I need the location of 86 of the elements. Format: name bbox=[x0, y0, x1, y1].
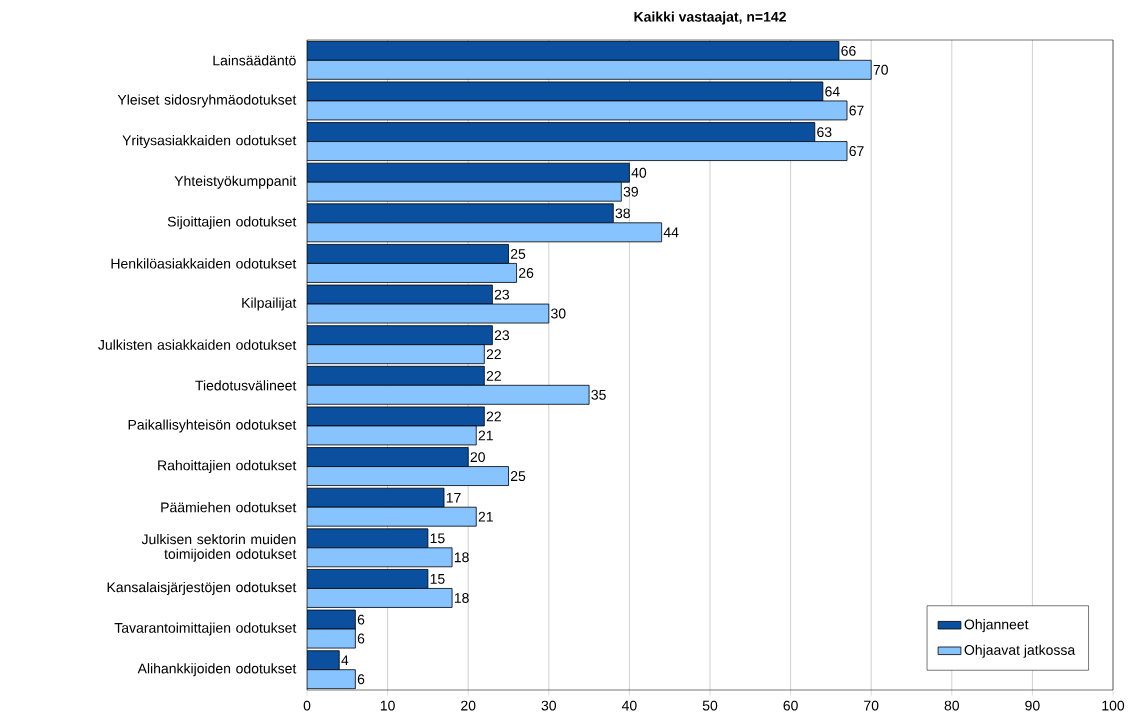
bar bbox=[307, 222, 663, 243]
data-label: 18 bbox=[454, 592, 469, 603]
y-tick-label: Julkisen sektorin muiden toimijoiden odotukset bbox=[141, 533, 297, 562]
y-tick-label: Julkisten asiakkaiden odotukset bbox=[98, 339, 297, 350]
x-tick-label: 20 bbox=[461, 700, 476, 711]
legend-label: Ohjanneet bbox=[964, 619, 1029, 633]
data-label: 39 bbox=[623, 186, 638, 197]
y-tick-label: Tiedotusvälineet bbox=[195, 380, 297, 391]
bar bbox=[307, 263, 517, 283]
y-tick-label: Sijoittajien odotukset bbox=[167, 216, 297, 230]
bar bbox=[307, 588, 453, 608]
x-tick-label: 0 bbox=[303, 700, 311, 711]
data-label: 67 bbox=[849, 146, 864, 157]
bar bbox=[307, 325, 493, 346]
y-tick-label: Kilpailijat bbox=[242, 297, 297, 311]
data-label: 15 bbox=[430, 533, 445, 544]
bar bbox=[307, 244, 509, 264]
data-label: 17 bbox=[446, 492, 461, 503]
bar bbox=[307, 344, 485, 365]
data-label: 23 bbox=[494, 330, 510, 341]
x-tick-label: 30 bbox=[541, 700, 557, 711]
y-tick-label: Kansalaisjärjestöjen odotukset bbox=[107, 581, 297, 595]
bar bbox=[307, 506, 477, 527]
x-tick-label: 10 bbox=[380, 700, 395, 711]
data-label: 35 bbox=[591, 389, 606, 400]
y-tick-label: Lainsäädäntö bbox=[213, 55, 296, 66]
data-label: 70 bbox=[873, 64, 888, 75]
bar bbox=[307, 141, 848, 161]
bar bbox=[307, 569, 429, 589]
data-label: 22 bbox=[486, 349, 501, 360]
data-label: 63 bbox=[817, 127, 832, 138]
bar bbox=[307, 528, 429, 549]
y-tick-label: Alihankkijoiden odotukset bbox=[137, 663, 297, 677]
y-tick-label: Paikallisyhteisön odotukset bbox=[128, 419, 297, 433]
x-tick-label: 80 bbox=[944, 700, 960, 711]
data-label: 66 bbox=[841, 45, 856, 56]
data-label: 40 bbox=[631, 167, 647, 178]
chart-title: Kaikki vastaajat, n=142 bbox=[634, 11, 786, 25]
data-label: 25 bbox=[510, 249, 526, 259]
bar bbox=[307, 447, 469, 467]
data-label: 15 bbox=[430, 574, 445, 584]
bar bbox=[307, 365, 485, 386]
data-label: 44 bbox=[663, 227, 679, 238]
x-tick-label: 100 bbox=[1102, 700, 1125, 711]
bar bbox=[307, 41, 839, 61]
data-label: 21 bbox=[478, 511, 493, 522]
bar bbox=[307, 59, 872, 80]
bar bbox=[307, 669, 356, 690]
x-tick-label: 50 bbox=[702, 700, 718, 711]
x-tick-label: 60 bbox=[783, 700, 798, 711]
data-label: 4 bbox=[341, 655, 349, 666]
bar bbox=[307, 384, 590, 405]
bar bbox=[307, 547, 453, 568]
y-tick-label: Yleiset sidosryhmäodotukset bbox=[117, 94, 297, 108]
data-label: 38 bbox=[615, 208, 630, 219]
data-label: 64 bbox=[825, 86, 840, 97]
bar bbox=[307, 650, 340, 671]
data-label: 25 bbox=[510, 471, 526, 482]
data-label: 67 bbox=[849, 105, 864, 116]
y-tick-label: Rahoittajien odotukset bbox=[158, 460, 297, 474]
data-label: 21 bbox=[478, 430, 493, 441]
data-label: 6 bbox=[357, 674, 365, 685]
bar bbox=[307, 122, 816, 142]
data-label: 6 bbox=[357, 633, 365, 644]
bar bbox=[307, 487, 445, 508]
x-tick-label: 40 bbox=[621, 700, 637, 711]
bar bbox=[307, 162, 630, 183]
legend-label: Ohjaavat jatkossa bbox=[964, 644, 1076, 658]
data-label: 22 bbox=[486, 370, 501, 381]
data-label: 30 bbox=[551, 308, 566, 319]
y-tick-label: Henkilöasiakkaiden odotukset bbox=[111, 258, 297, 269]
data-label: 26 bbox=[519, 267, 534, 278]
data-label: 6 bbox=[357, 614, 365, 625]
bar bbox=[307, 466, 509, 486]
x-tick-label: 90 bbox=[1025, 700, 1040, 711]
y-tick-label: Yritysasiakkaiden odotukset bbox=[122, 135, 297, 149]
y-tick-label: Tavarantoimittajien odotukset bbox=[114, 622, 297, 636]
data-label: 23 bbox=[494, 289, 510, 300]
bar bbox=[307, 203, 614, 224]
bar bbox=[307, 181, 622, 202]
y-tick-label: Yhteistyökumppanit bbox=[174, 175, 297, 189]
data-label: 18 bbox=[454, 552, 469, 563]
x-tick-label: 70 bbox=[864, 700, 879, 711]
data-label: 22 bbox=[486, 411, 501, 422]
y-tick-label: Päämiehen odotukset bbox=[161, 502, 297, 513]
data-label: 20 bbox=[470, 452, 485, 463]
